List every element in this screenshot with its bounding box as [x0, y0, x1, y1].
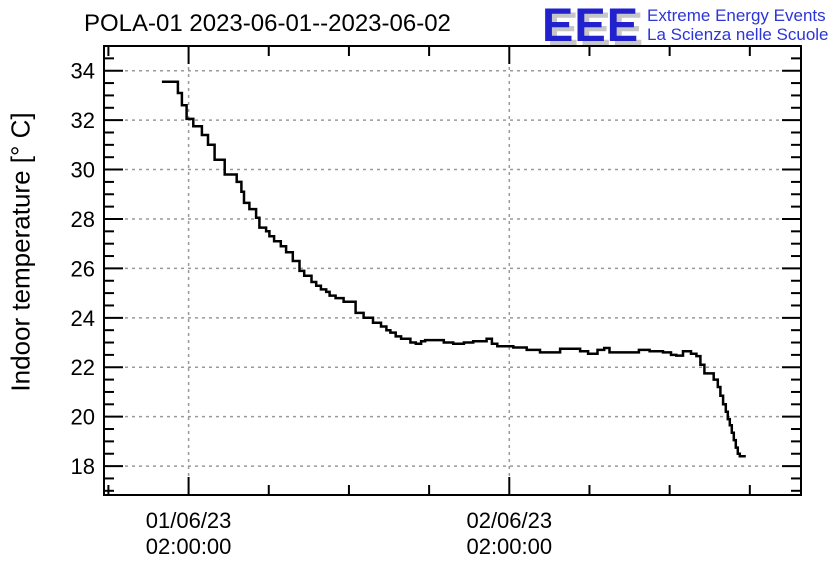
y-tick-label: 30 [71, 158, 95, 183]
x-tick-label-date: 02/06/23 [466, 508, 552, 533]
eee-logo-text: EEE [542, 0, 640, 51]
y-tick-label: 22 [71, 355, 95, 380]
plot-title: POLA-01 2023-06-01--2023-06-02 [84, 10, 451, 37]
x-tick-label-date: 01/06/23 [146, 508, 232, 533]
y-tick-label: 18 [71, 454, 95, 479]
eee-logo-taglines: Extreme Energy Events La Scienza nelle S… [647, 6, 828, 44]
y-tick-label: 24 [71, 306, 95, 331]
temperature-step-line [161, 80, 746, 458]
plot-frame [103, 45, 802, 496]
x-tick-label-time: 02:00:00 [146, 534, 232, 559]
y-tick-label: 28 [71, 207, 95, 232]
logo-tagline-1: Extreme Energy Events [647, 6, 826, 25]
y-tick-label: 32 [71, 108, 95, 133]
x-tick-label-time: 02:00:00 [466, 534, 552, 559]
y-tick-label: 26 [71, 256, 95, 281]
logo-tagline-2: La Scienza nelle Scuole [647, 25, 829, 44]
y-tick-label: 34 [71, 59, 95, 84]
eee-logo: EEE Extreme Energy Events La Scienza nel… [542, 0, 829, 51]
y-tick-label: 20 [71, 405, 95, 430]
